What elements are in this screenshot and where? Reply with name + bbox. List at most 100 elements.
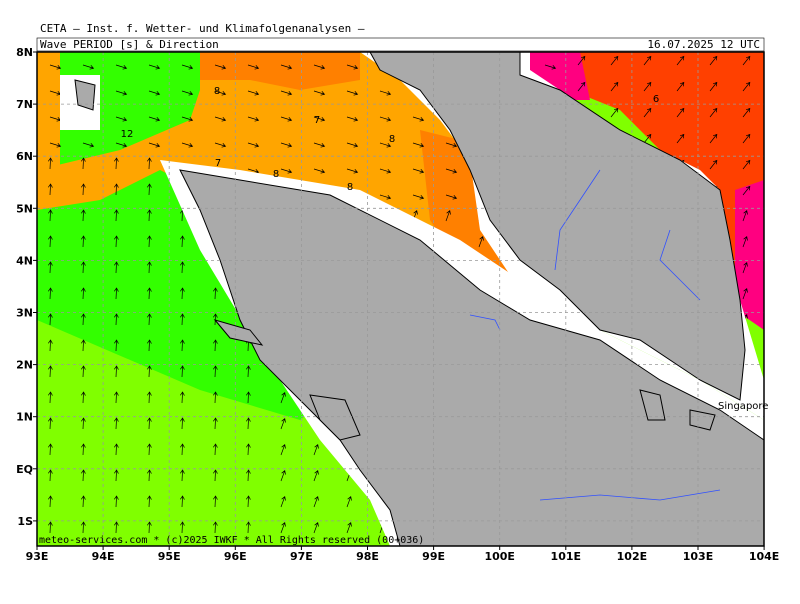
arrow [346,522,352,534]
arrow [213,443,218,456]
arrow [280,392,286,404]
arrow [213,365,218,378]
arrow [48,235,53,248]
arrow [180,365,185,378]
lon-label: 93E [26,550,49,563]
arrow [181,90,194,96]
lon-label: 102E [617,550,647,563]
arrow [115,64,128,70]
sea-dark-orange [200,52,360,90]
arrow [280,522,286,534]
arrow [346,90,359,96]
arrow [213,495,218,508]
arrow [313,444,319,456]
arrow [48,443,53,456]
map-area [37,52,764,546]
arrow [81,235,86,248]
contour-label: 8 [214,86,220,97]
arrow [148,142,161,148]
arrow [148,64,161,70]
arrow [48,391,53,404]
arrow [181,116,194,122]
arrow [48,339,53,352]
arrow [280,116,293,122]
arrow [280,444,286,456]
arrow [412,168,425,174]
lon-label: 101E [551,550,581,563]
arrow [742,185,751,196]
title-box [36,37,765,52]
arrow [676,81,685,92]
arrow [114,443,119,456]
sea-red [570,52,764,330]
footer: meteo-services.com * (c)2025 IWKF * All … [39,535,424,546]
arrow [81,339,86,352]
lon-label: 100E [484,550,514,563]
arrow [114,391,119,404]
sea-orange-w [37,52,60,200]
arrow [48,313,53,326]
arrow [49,142,62,148]
arrow [48,287,53,300]
lon-label: 97E [290,550,313,563]
arrow [114,157,119,170]
arrow [147,261,152,274]
arrow [379,168,392,174]
arrow [180,495,185,508]
arrow [412,116,425,122]
arrow [114,495,119,508]
arrow [313,90,326,96]
lat-label: 8N [16,46,33,59]
arrow [147,443,152,456]
arrow [81,495,86,508]
arrow [247,90,260,96]
arrow [280,64,293,70]
contour-label: 12 [121,129,134,140]
arrow [147,391,152,404]
contour-label: 7 [314,115,320,126]
header: CETA — Inst. f. Wetter- und Klimafolgena… [40,22,365,35]
arrow [280,168,293,174]
arrow [147,365,152,378]
arrow [709,133,718,144]
arrow [643,55,652,66]
arrow [214,142,227,148]
arrow [742,55,751,66]
arrow [313,142,326,148]
graticule [37,52,764,546]
arrow [115,116,128,122]
arrow [246,365,251,378]
arrow [114,287,119,300]
lat-label: EQ [16,463,33,476]
place-label: Singapore [718,401,768,412]
arrow [114,417,119,430]
arrow [114,339,119,352]
arrow [147,495,152,508]
arrow [147,235,152,248]
arrow [82,64,95,70]
arrow [81,157,86,170]
arrow [147,183,152,196]
sea-magenta-e [735,180,764,330]
arrow [48,469,53,482]
arrow [313,496,319,508]
arrow [180,235,185,248]
arrow [445,210,451,222]
date: 16.07.2025 12 UTC [647,38,760,51]
arrow [48,209,53,222]
arrow [742,107,751,118]
arrow [280,418,286,430]
arrow [114,521,119,534]
lon-label: 96E [224,550,247,563]
arrow [180,287,185,300]
arrow [346,496,352,508]
arrow [742,159,751,170]
arrow [114,209,119,222]
arrow [246,391,251,404]
arrow [147,339,152,352]
arrow [478,236,484,248]
arrow [246,443,251,456]
arrow [49,64,62,70]
arrow [346,64,359,70]
